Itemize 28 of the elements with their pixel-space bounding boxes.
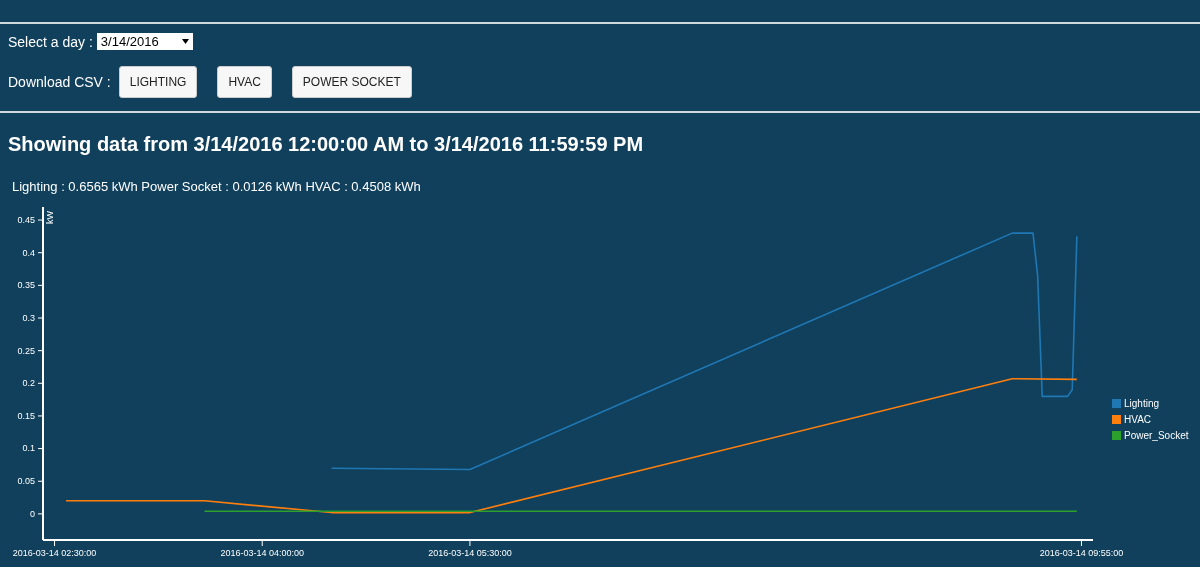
legend-label: Lighting [1124, 398, 1160, 409]
x-tick-label: 2016-03-14 04:00:00 [220, 548, 305, 558]
text: LIGHTING [118, 66, 198, 98]
legend-label: Power_Socket [1124, 430, 1189, 441]
chart-subtitle: Lighting : 0.6565 kWh Power Socket : 0.0126 kWh HVAC : 0.4508 kWh [12, 179, 421, 194]
y-tick-label: 0.2 [22, 378, 35, 389]
line-series [330, 232, 1078, 471]
y-tick-label: 0.25 [17, 345, 35, 356]
day-dropdown: 3/14/2016 [96, 33, 193, 50]
y-tick-label: 0.45 [17, 214, 35, 225]
x-tick-label: 2016-03-14 05:30:00 [428, 548, 512, 558]
text: Select a day : [8, 33, 93, 50]
x-tick-label: 2016-03-14 02:30:00 [12, 548, 97, 558]
y-tick-label: 0.4 [22, 247, 35, 258]
y-tick-label: 0.1 [22, 443, 35, 454]
text: HVAC [217, 66, 272, 98]
y-tick-label: 0 [29, 508, 35, 519]
line-series [65, 377, 1078, 514]
text: Download CSV : [8, 74, 111, 90]
text: POWER SOCKET [291, 66, 412, 98]
x-tick-label: 2016-03-14 09:55:00 [1039, 548, 1124, 558]
y-tick-label: 0.35 [17, 280, 35, 291]
y-tick-label: 0.3 [22, 312, 35, 323]
chart-title: Showing data from 3/14/2016 12:00:00 AM to 3/14/2016 11:59:59 PM [8, 133, 644, 156]
y-tick-label: 0.05 [17, 476, 35, 487]
y-tick-label: 0.15 [17, 410, 35, 421]
legend-label: HVAC [1124, 414, 1152, 425]
y-axis-title: kW [45, 210, 55, 224]
